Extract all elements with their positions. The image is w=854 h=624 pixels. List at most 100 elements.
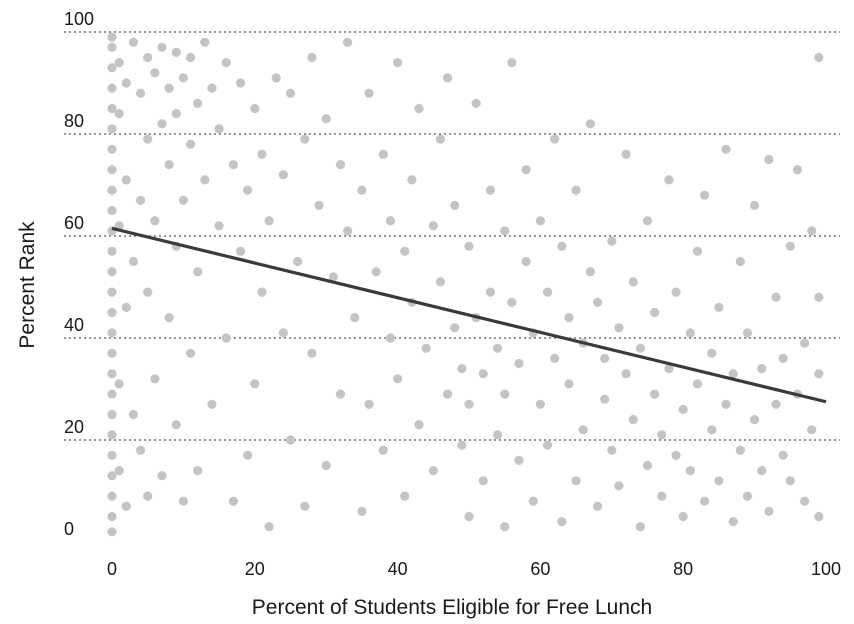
point-209 — [721, 399, 731, 409]
point-94 — [300, 134, 310, 144]
point-103 — [343, 226, 353, 236]
point-220 — [764, 154, 774, 165]
point-23 — [107, 63, 117, 73]
point-236 — [814, 292, 824, 302]
point-46 — [150, 216, 160, 226]
point-194 — [671, 450, 681, 460]
point-79 — [243, 450, 253, 460]
point-169 — [578, 425, 588, 435]
point-206 — [714, 476, 724, 486]
point-116 — [393, 58, 403, 68]
point-146 — [500, 226, 510, 236]
point-17 — [107, 185, 117, 195]
point-181 — [621, 149, 631, 159]
point-89 — [278, 170, 288, 180]
point-34 — [121, 78, 131, 88]
point-39 — [135, 195, 146, 205]
point-59 — [178, 195, 188, 205]
point-88 — [278, 328, 288, 338]
point-42 — [143, 287, 153, 297]
point-84 — [257, 149, 267, 159]
point-157 — [535, 216, 546, 226]
point-44 — [143, 52, 153, 63]
point-163 — [557, 241, 567, 251]
point-190 — [657, 491, 667, 501]
point-162 — [557, 517, 567, 527]
point-202 — [700, 496, 710, 506]
point-30 — [114, 58, 124, 68]
point-48 — [157, 471, 167, 481]
point-72 — [214, 124, 224, 134]
y-tick-100: 100 — [64, 9, 94, 29]
point-208 — [721, 144, 731, 154]
point-66 — [193, 98, 203, 108]
point-53 — [164, 83, 174, 93]
point-132 — [457, 440, 467, 450]
point-5 — [107, 430, 117, 440]
point-110 — [371, 267, 381, 277]
point-73 — [221, 333, 231, 343]
point-221 — [764, 506, 774, 516]
point-97 — [314, 200, 324, 210]
point-10 — [107, 328, 117, 338]
point-74 — [221, 58, 231, 68]
point-8 — [107, 369, 117, 379]
point-3 — [107, 471, 117, 481]
x-tick-100: 100 — [811, 559, 841, 579]
point-176 — [607, 445, 617, 455]
point-172 — [592, 501, 603, 511]
point-231 — [799, 338, 810, 348]
point-233 — [807, 226, 817, 236]
point-185 — [635, 343, 645, 353]
point-210 — [728, 517, 738, 527]
point-127 — [435, 134, 446, 144]
point-68 — [200, 37, 210, 47]
point-165 — [564, 313, 574, 323]
point-95 — [307, 348, 317, 358]
point-65 — [193, 267, 203, 277]
point-230 — [799, 496, 810, 506]
point-203 — [700, 190, 710, 200]
point-62 — [185, 139, 196, 149]
point-107 — [357, 185, 367, 195]
y-axis-ticks: 0 20 40 60 80 100 — [64, 9, 94, 539]
point-101 — [335, 389, 346, 399]
point-151 — [514, 358, 524, 369]
point-1 — [107, 511, 117, 522]
point-29 — [114, 109, 124, 119]
point-78 — [235, 78, 246, 88]
point-197 — [678, 404, 688, 414]
point-32 — [121, 302, 131, 312]
x-tick-80: 80 — [673, 559, 693, 579]
point-86 — [264, 216, 274, 226]
point-207 — [714, 302, 724, 312]
point-150 — [514, 455, 524, 465]
point-19 — [107, 144, 117, 154]
point-11 — [107, 307, 117, 318]
point-18 — [107, 165, 117, 175]
point-47 — [150, 68, 160, 78]
point-187 — [642, 216, 653, 226]
point-75 — [228, 496, 238, 506]
point-214 — [742, 491, 753, 501]
point-122 — [414, 103, 424, 114]
point-125 — [428, 221, 438, 231]
data-points — [107, 32, 824, 537]
point-102 — [335, 160, 346, 170]
point-167 — [571, 185, 581, 195]
point-96 — [307, 52, 317, 63]
point-108 — [364, 399, 374, 409]
point-4 — [107, 450, 117, 460]
point-147 — [500, 389, 510, 399]
point-211 — [728, 369, 738, 379]
point-87 — [271, 73, 281, 83]
point-64 — [193, 466, 203, 476]
point-40 — [135, 88, 146, 98]
point-191 — [657, 430, 667, 440]
point-195 — [671, 287, 681, 297]
point-128 — [442, 389, 453, 399]
point-22 — [107, 83, 117, 93]
point-226 — [785, 241, 795, 251]
point-35 — [128, 409, 139, 420]
